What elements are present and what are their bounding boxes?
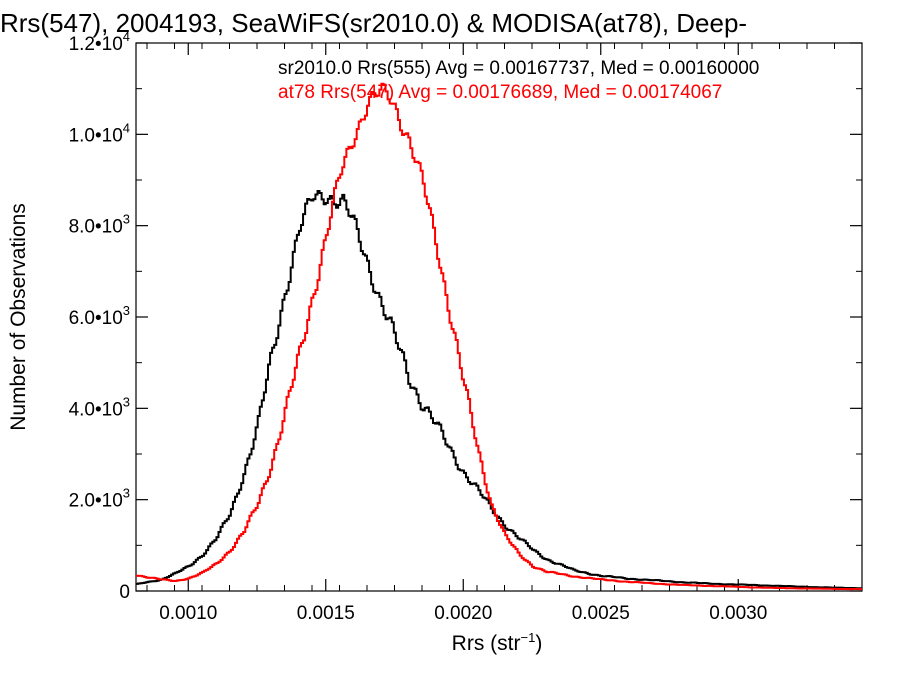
y-tick-label: 6.0•103 [69,303,130,329]
y-tick-label-base: 4.0•10 [69,399,123,420]
chart-title: Rrs(547), 2004193, SeaWiFS(sr2010.0) & M… [0,8,747,38]
annotation-sr2010: sr2010.0 Rrs(555) Avg = 0.00167737, Med … [278,58,759,79]
y-tick-label-base: 1.2•10 [69,34,123,55]
x-axis-label-tail: ) [535,632,542,655]
y-tick-label-base: 6.0•10 [69,308,123,329]
y-tick-label-base: 8.0•10 [69,217,123,238]
plot-border [135,42,863,592]
series-layer [136,82,862,591]
x-axis-label: Rrs (str−1) [452,630,543,655]
x-tick-label: 0.0030 [709,603,767,624]
y-tick-label: 4.0•103 [69,394,130,420]
x-tick-label: 0.0015 [297,603,355,624]
plot-frame [135,42,863,592]
y-tick-label: 8.0•103 [69,212,130,238]
y-tick-label: 1.0•104 [69,120,130,146]
y-tick-label-exponent: 4 [123,120,130,135]
y-tick-label-exponent: 3 [123,394,130,409]
y-tick-label-base: 1.0•10 [69,125,123,146]
y-tick-label: 0 [119,582,130,603]
y-tick-label: 1.2•104 [69,29,130,55]
annotation-at78: at78 Rrs(547) Avg = 0.00176689, Med = 0.… [278,82,722,103]
series-line-0 [136,189,862,590]
x-axis-label-sup: −1 [521,630,536,645]
y-tick-label: 2.0•103 [69,486,130,512]
y-axis-label: Number of Observations [7,203,30,431]
y-tick-label-exponent: 4 [123,29,130,44]
x-axis-label-main: Rrs (str [452,632,521,655]
series-line-1 [136,82,862,591]
y-axis-ticks: 02.0•1034.0•1036.0•1038.0•1031.0•1041.2•… [69,29,862,603]
y-tick-label-exponent: 3 [123,212,130,227]
x-axis-ticks: 0.0010 0.0015 0.0020 0.0025 0.0030 [146,43,863,624]
y-tick-label-exponent: 3 [123,303,130,318]
y-tick-label-base: 2.0•10 [69,491,123,512]
x-tick-label: 0.0010 [159,603,217,624]
x-tick-label: 0.0025 [572,603,630,624]
y-tick-label-base: 0 [119,582,130,603]
x-tick-label: 0.0020 [434,603,492,624]
y-tick-label-exponent: 3 [123,486,130,501]
